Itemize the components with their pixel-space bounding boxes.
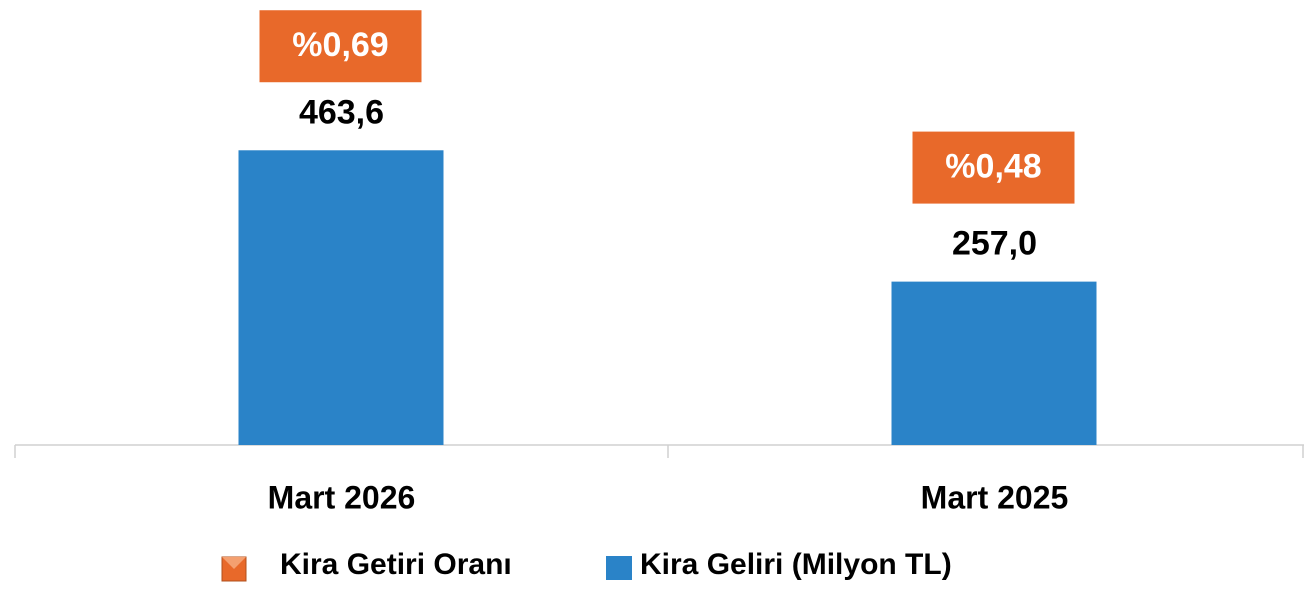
legend-label: Kira Getiri Oranı — [280, 548, 512, 581]
x-tick-label: Mart 2025 — [921, 479, 1069, 515]
x-tick-label: Mart 2026 — [268, 479, 416, 515]
bar — [891, 281, 1097, 445]
bar — [238, 150, 444, 446]
legend-label: Kira Geliri (Milyon TL) — [640, 548, 952, 581]
value-label: 257,0 — [952, 225, 1037, 263]
rate-label: %0,69 — [292, 26, 388, 64]
rate-label: %0,48 — [945, 148, 1041, 186]
rate-box — [259, 10, 422, 83]
rate-box — [912, 131, 1075, 204]
legend-swatch-shade — [222, 557, 246, 569]
value-label: 463,6 — [299, 93, 384, 131]
legend-swatch — [606, 556, 632, 580]
